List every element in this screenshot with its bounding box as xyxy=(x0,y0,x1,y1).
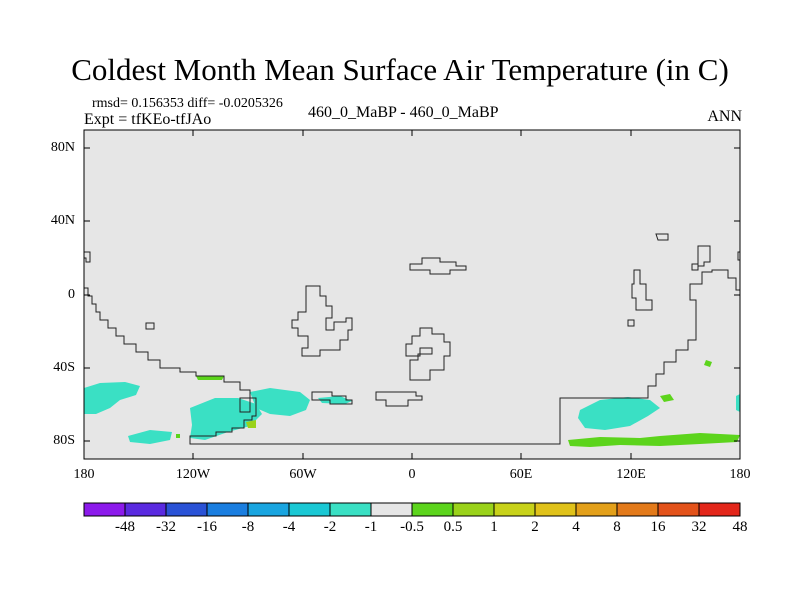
cyan-patch-east-edge xyxy=(736,394,740,412)
colorbar-swatch xyxy=(165,502,208,517)
experiment-line: Expt = tfKEo-tfJAo xyxy=(84,111,212,128)
anomaly-shading xyxy=(84,360,740,447)
coastline-western-continent xyxy=(84,269,740,445)
coastline-southern-shelf-b xyxy=(375,391,423,407)
period-label: 460_0_MaBP - 460_0_MaBP xyxy=(308,104,499,121)
colorbar-label: 8 xyxy=(613,519,621,535)
axis-ticks xyxy=(84,130,740,459)
cyan-patch-indian-ocean xyxy=(578,397,660,430)
colorbar-swatch xyxy=(493,502,536,517)
colorbar-swatch xyxy=(534,502,577,517)
green-patch-small-d xyxy=(176,434,180,438)
coastline-mid-continent xyxy=(405,327,451,381)
colorbar-swatch xyxy=(616,502,659,517)
lon-tick-label: 180 xyxy=(73,467,95,482)
colorbar-swatch xyxy=(575,502,618,517)
coastline-east-islet-a xyxy=(627,319,635,327)
lat-tick-label: 40S xyxy=(53,360,75,375)
colorbar-swatch xyxy=(329,502,372,517)
stats-line: rmsd= 0.156353 diff= -0.0205326 xyxy=(92,96,283,111)
cyan-patch-amundsen xyxy=(190,398,262,440)
colorbar-swatch xyxy=(698,502,741,517)
lon-tick-label: 0 xyxy=(408,467,416,482)
colorbar-swatch xyxy=(206,502,249,517)
cyan-patch-southpacific-low xyxy=(128,430,172,444)
coastline-southern-shelf-a xyxy=(311,391,353,405)
coastline-west-edge-islet xyxy=(84,251,91,263)
colorbar-label: -4 xyxy=(282,519,296,535)
colorbar-label: 2 xyxy=(531,519,539,535)
colorbar xyxy=(83,502,741,517)
coastline-east-islet-d xyxy=(691,263,699,271)
coastlines xyxy=(84,233,741,445)
colorbar-swatch xyxy=(657,502,700,517)
colorbar-swatch xyxy=(411,502,454,517)
colorbar-label: 16 xyxy=(650,519,666,535)
colorbar-label: -48 xyxy=(115,519,135,535)
green-patch-southwest-pacific xyxy=(660,394,674,402)
colorbar-label: 48 xyxy=(732,519,748,535)
green-patch-south-indian xyxy=(568,433,740,447)
colorbar-swatch xyxy=(124,502,167,517)
lon-tick-label: 60E xyxy=(509,467,533,482)
lon-tick-label: 120W xyxy=(175,467,211,482)
colorbar-label: -32 xyxy=(156,519,176,535)
lat-tick-label: 40N xyxy=(50,213,75,228)
cyan-patch-southpacific-west xyxy=(84,382,140,414)
coastline-islet-small xyxy=(145,322,155,330)
lon-tick-label: 180 xyxy=(729,467,751,482)
colorbar-label: 32 xyxy=(691,519,707,535)
colorbar-label: 0.5 xyxy=(443,519,463,535)
cyan-patch-south-atlantic xyxy=(318,396,352,404)
colorbar-swatch xyxy=(247,502,290,517)
lat-tick-label: 80S xyxy=(53,433,75,448)
green-patch-small-a xyxy=(704,360,712,367)
coastline-north-islet xyxy=(409,257,467,275)
coastline-peninsula-block xyxy=(239,397,251,413)
lon-tick-label: 120E xyxy=(616,467,646,482)
colorbar-swatch xyxy=(288,502,331,517)
coastline-east-islet-b xyxy=(655,233,669,241)
colorbar-swatch xyxy=(83,502,126,517)
coastline-central-continent xyxy=(291,285,353,357)
colorbar-swatch xyxy=(370,502,413,517)
colorbar-label: -1 xyxy=(364,519,378,535)
lat-tick-label: 0 xyxy=(68,287,75,302)
lon-tick-label: 60W xyxy=(289,467,317,482)
season-label: ANN xyxy=(707,108,742,125)
colorbar-label: -16 xyxy=(197,519,217,535)
colorbar-label: -2 xyxy=(323,519,337,535)
colorbar-label: 4 xyxy=(572,519,580,535)
green-patch-small-b xyxy=(196,376,224,380)
cyan-patch-antarctic-peninsula xyxy=(250,388,310,416)
colorbar-label: 1 xyxy=(490,519,498,535)
colorbar-swatch xyxy=(452,502,495,517)
colorbar-label: -8 xyxy=(241,519,255,535)
green-patch-small-c xyxy=(246,420,256,428)
lat-tick-label: 80N xyxy=(50,140,75,155)
map-frame xyxy=(83,129,741,460)
chart-title: Coldest Month Mean Surface Air Temperatu… xyxy=(71,52,729,87)
colorbar-label: -0.5 xyxy=(400,519,424,535)
coastline-east-arc xyxy=(631,269,653,311)
